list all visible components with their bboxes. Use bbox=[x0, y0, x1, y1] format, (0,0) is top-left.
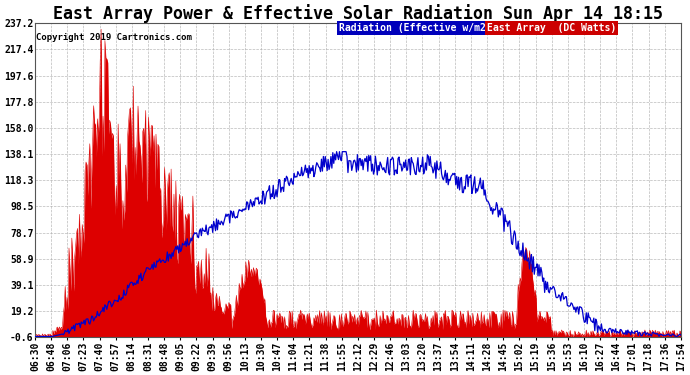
Title: East Array Power & Effective Solar Radiation Sun Apr 14 18:15: East Array Power & Effective Solar Radia… bbox=[53, 4, 663, 23]
Text: Copyright 2019 Cartronics.com: Copyright 2019 Cartronics.com bbox=[36, 33, 192, 42]
Text: Radiation (Effective w/m2): Radiation (Effective w/m2) bbox=[339, 23, 491, 33]
Text: East Array  (DC Watts): East Array (DC Watts) bbox=[487, 23, 616, 33]
